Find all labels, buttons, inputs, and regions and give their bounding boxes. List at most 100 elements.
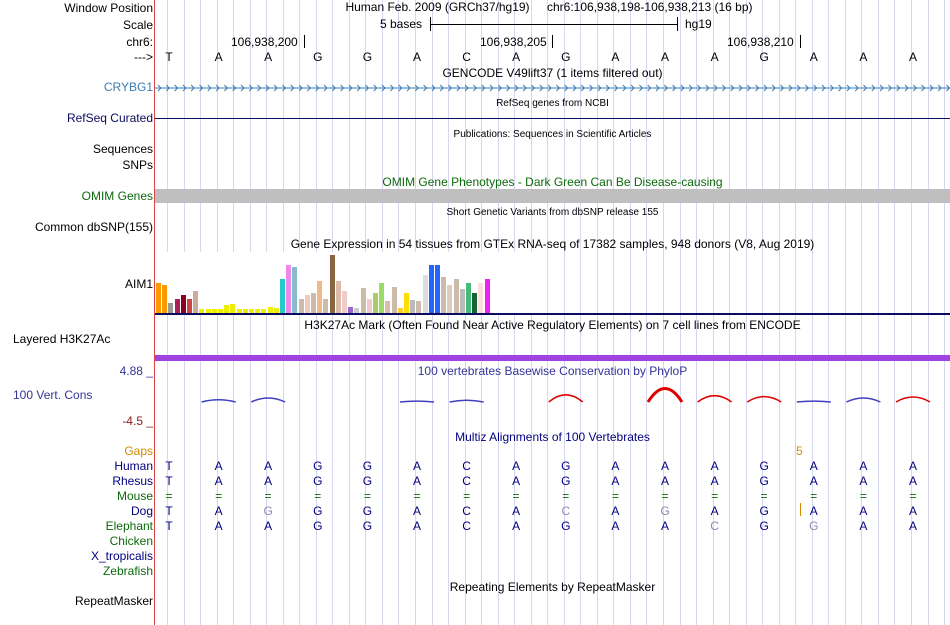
gtex-tissue-bar[interactable]: [360, 288, 366, 313]
gtex-tissue-bar[interactable]: [373, 293, 378, 313]
gtex-tissue-bar[interactable]: [298, 299, 304, 313]
species-label-xtropicalis[interactable]: X_tropicalis: [90, 549, 153, 563]
gtex-tissue-bar[interactable]: [168, 303, 174, 313]
repeatmasker-track-title[interactable]: Repeating Elements by RepeatMasker: [449, 580, 656, 594]
gtex-tissue-bar[interactable]: [478, 283, 484, 313]
gtex-tissue-bar[interactable]: [453, 279, 459, 313]
gtex-tissue-bar[interactable]: [205, 309, 211, 313]
gtex-tissue-bar[interactable]: [397, 308, 403, 313]
gtex-tissue-bar[interactable]: [317, 281, 323, 313]
gtex-tissue-bar[interactable]: [286, 265, 292, 313]
gtex-tissue-bar[interactable]: [311, 293, 316, 313]
dbsnp-track-title[interactable]: Short Genetic Variants from dbSNP releas…: [446, 207, 659, 218]
gtex-tissue-bar[interactable]: [224, 305, 230, 313]
gtex-tissue-bar[interactable]: [211, 309, 217, 313]
gtex-tissue-bar[interactable]: [162, 285, 168, 313]
dbsnp-label[interactable]: Common dbSNP(155): [34, 220, 153, 234]
phylop-conservation-plot[interactable]: [155, 378, 950, 428]
gtex-tissue-bar[interactable]: [193, 291, 199, 313]
gtex-tissue-bar[interactable]: [292, 267, 298, 313]
base-letter: G: [759, 50, 769, 64]
publications-track-title[interactable]: Publications: Sequences in Scientific Ar…: [453, 129, 652, 140]
omim-label[interactable]: OMIM Genes: [81, 189, 153, 203]
repeatmasker-label[interactable]: RepeatMasker: [74, 594, 153, 608]
gtex-tissue-bar[interactable]: [335, 281, 341, 313]
gtex-tissue-bar[interactable]: [255, 309, 261, 313]
gtex-tissue-bar[interactable]: [348, 307, 354, 313]
gtex-tissue-bar[interactable]: [484, 279, 490, 313]
omim-track-title[interactable]: OMIM Gene Phenotypes - Dark Green Can Be…: [382, 175, 723, 189]
gaps-label[interactable]: Gaps: [124, 444, 153, 458]
multiz-track-title[interactable]: Multiz Alignments of 100 Vertebrates: [455, 430, 650, 444]
crybg1-gene-feature[interactable]: [155, 82, 950, 94]
strand-chevron: [838, 84, 843, 92]
gtex-bar-chart[interactable]: [155, 252, 950, 315]
refseq-gene-line[interactable]: [155, 118, 950, 119]
gtex-track-title[interactable]: Gene Expression in 54 tissues from GTEx …: [290, 237, 815, 251]
species-label-chicken[interactable]: Chicken: [109, 534, 153, 548]
strand-chevron: [273, 84, 278, 92]
gtex-tissue-bar[interactable]: [404, 293, 409, 313]
gtex-tissue-bar[interactable]: [187, 299, 192, 313]
gtex-tissue-bar[interactable]: [459, 289, 465, 313]
phylop-track-title[interactable]: 100 vertebrates Basewise Conservation by…: [417, 364, 688, 378]
refseq-label[interactable]: RefSeq Curated: [66, 111, 153, 125]
grid-line: [927, 0, 929, 625]
species-label-dog[interactable]: Dog: [130, 504, 153, 518]
gtex-tissue-bar[interactable]: [410, 300, 416, 313]
gtex-tissue-bar[interactable]: [273, 308, 279, 313]
aln-base-mouse: =: [314, 489, 322, 503]
gtex-tissue-bar[interactable]: [379, 283, 385, 313]
gtex-tissue-bar[interactable]: [280, 279, 285, 313]
gtex-tissue-bar[interactable]: [323, 299, 329, 313]
species-label-elephant[interactable]: Elephant: [105, 519, 153, 533]
vertcons-label[interactable]: 100 Vert. Cons: [13, 388, 93, 402]
h3k27ac-label[interactable]: Layered H3K27Ac: [13, 332, 111, 346]
gtex-tissue-bar[interactable]: [391, 287, 397, 313]
gtex-tissue-bar[interactable]: [249, 309, 254, 313]
species-label-human[interactable]: Human: [114, 459, 153, 473]
aln-base-dog: A: [908, 504, 917, 518]
gtex-tissue-bar[interactable]: [416, 301, 422, 313]
refseq-track-title[interactable]: RefSeq genes from NCBI: [496, 98, 609, 109]
gtex-tissue-bar[interactable]: [422, 275, 428, 313]
crybg1-label[interactable]: CRYBG1: [103, 80, 153, 94]
gtex-tissue-bar[interactable]: [441, 277, 447, 313]
gtex-tissue-bar[interactable]: [342, 291, 347, 313]
gtex-tissue-bar[interactable]: [428, 265, 434, 313]
h3k27ac-track-title[interactable]: H3K27Ac Mark (Often Found Near Active Re…: [304, 318, 801, 332]
gtex-tissue-bar[interactable]: [466, 283, 471, 313]
gtex-tissue-bar[interactable]: [199, 309, 205, 313]
gtex-tissue-bar[interactable]: [366, 299, 372, 313]
strand-chevron: [414, 84, 420, 92]
species-label-zebrafish[interactable]: Zebrafish: [102, 564, 153, 578]
gtex-tissue-bar[interactable]: [385, 301, 391, 313]
gtex-tissue-bar[interactable]: [180, 295, 186, 313]
gtex-tissue-bar[interactable]: [174, 299, 180, 313]
gtex-tissue-bar[interactable]: [267, 307, 273, 313]
strand-chevron: [182, 84, 187, 92]
gtex-tissue-bar[interactable]: [472, 293, 478, 313]
h3k27ac-signal[interactable]: [155, 355, 950, 361]
grid-line: [563, 0, 565, 625]
species-label-mouse[interactable]: Mouse: [116, 489, 153, 503]
gtex-tissue-bar[interactable]: [329, 255, 335, 313]
gtex-tissue-bar[interactable]: [261, 309, 267, 313]
gtex-tissue-bar[interactable]: [242, 309, 248, 313]
gtex-tissue-bar[interactable]: [447, 285, 453, 313]
gtex-tissue-bar[interactable]: [156, 283, 161, 313]
gtex-tissue-bar[interactable]: [236, 309, 242, 313]
sequences-label[interactable]: Sequences: [92, 142, 153, 156]
snps-label[interactable]: SNPs: [122, 158, 153, 172]
gtex-tissue-bar[interactable]: [304, 295, 310, 313]
gtex-tissue-bar[interactable]: [435, 265, 440, 313]
omim-gene-feature[interactable]: [155, 189, 950, 203]
gtex-tissue-bar[interactable]: [230, 304, 236, 313]
gtex-tissue-bar[interactable]: [218, 309, 223, 313]
gencode-track-title[interactable]: GENCODE V49lift37 (1 items filtered out): [442, 66, 663, 80]
gtex-tissue-bar[interactable]: [354, 308, 360, 313]
aim1-label[interactable]: AIM1: [124, 277, 153, 291]
strand-chevron: [688, 84, 693, 92]
strand-chevron: [846, 84, 851, 92]
species-label-rhesus[interactable]: Rhesus: [112, 474, 153, 488]
